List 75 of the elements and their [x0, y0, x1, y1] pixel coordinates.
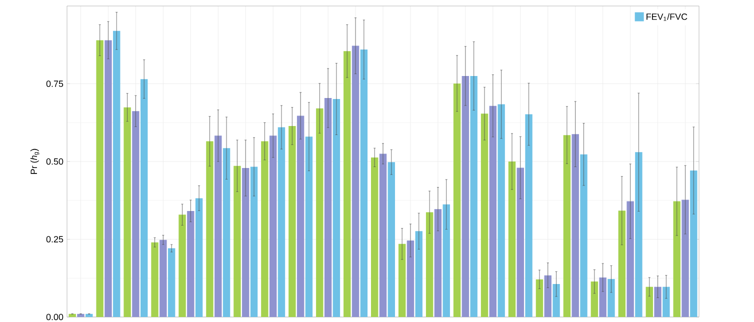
y-tick-label: 0.25: [46, 236, 64, 242]
bar: [489, 106, 497, 317]
bar: [453, 83, 461, 317]
bar: [635, 152, 642, 317]
bar: [68, 314, 76, 317]
bar: [654, 286, 662, 317]
bar: [360, 50, 368, 317]
bar: [536, 279, 544, 317]
bar: [296, 116, 304, 317]
bar: [646, 286, 653, 317]
bar: [352, 46, 360, 317]
bar: [580, 154, 588, 317]
bar: [442, 204, 450, 317]
bar: [618, 210, 626, 317]
bar: [305, 136, 313, 317]
bar: [406, 240, 414, 317]
bar: [288, 126, 296, 317]
bar: [324, 98, 332, 317]
bar: [544, 275, 552, 317]
bar: [690, 170, 698, 317]
bar: [234, 166, 241, 317]
bar: [434, 209, 442, 317]
bar: [160, 240, 167, 317]
bar: [525, 114, 532, 317]
bar: [113, 30, 120, 317]
bar: [415, 231, 422, 317]
bar: [206, 141, 214, 317]
bar: [242, 168, 250, 317]
bar: [86, 314, 93, 317]
bar: [278, 127, 286, 317]
bar: [250, 166, 258, 317]
bar: [371, 157, 378, 317]
bar: [398, 244, 406, 317]
bar: [426, 212, 434, 317]
bar: [77, 314, 84, 317]
bar: [104, 40, 112, 317]
bar: [682, 200, 689, 317]
bar: [132, 111, 140, 317]
bar: [187, 210, 194, 317]
bar: [608, 279, 615, 317]
bar: [552, 284, 560, 317]
bar: [261, 141, 268, 317]
bar: [269, 136, 277, 317]
bar: [344, 51, 351, 317]
bar: [214, 136, 222, 317]
y-axis-title: Pr (h$_{g}$): [30, 148, 40, 174]
bar: [626, 201, 634, 317]
bar: [673, 201, 680, 317]
bar: [316, 108, 324, 317]
bar: [140, 79, 148, 317]
bar: [480, 114, 488, 317]
bar: [96, 40, 104, 317]
bar: [222, 148, 230, 317]
bar: [124, 107, 131, 317]
bar: [563, 135, 571, 317]
bar: [151, 242, 158, 317]
bar: [516, 168, 524, 317]
bar: [508, 162, 516, 317]
bar: [462, 76, 470, 317]
y-tick-label: 0.00: [46, 314, 64, 320]
bar: [168, 248, 176, 317]
bar: [662, 286, 670, 317]
bar: [572, 134, 579, 317]
bar: [498, 104, 505, 317]
bar: [195, 198, 203, 317]
y-tick-label: 0.75: [46, 80, 64, 87]
bar: [590, 282, 598, 317]
y-tick-label: 0.50: [46, 158, 64, 165]
bar: [470, 76, 478, 317]
bar: [332, 98, 340, 317]
bar: [178, 214, 186, 317]
bar: [379, 154, 387, 317]
bar: [388, 162, 396, 317]
legend-label: FEV$_{1}$/FVC: [646, 13, 688, 21]
bar: [599, 278, 606, 317]
